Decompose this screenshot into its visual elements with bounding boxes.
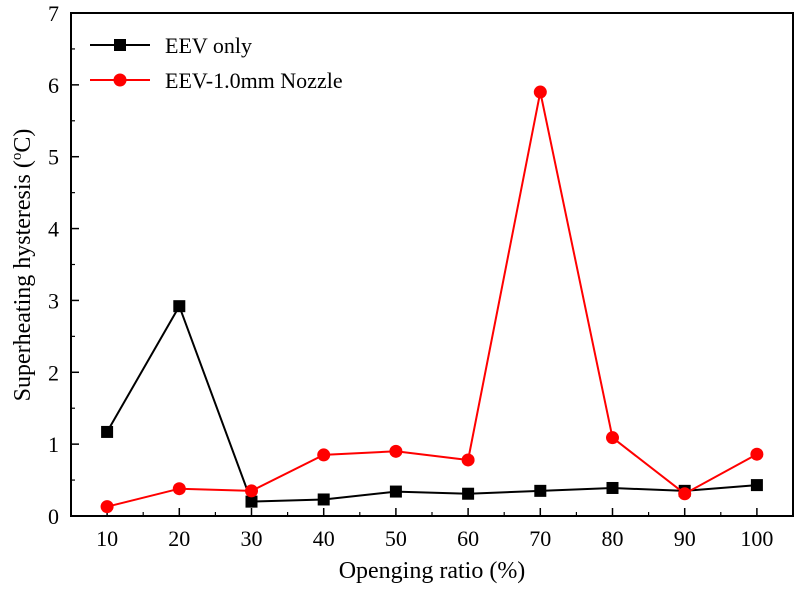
x-axis: 10 20 30 40 50 60 70 80 90 100 bbox=[70, 508, 794, 551]
x-tick-label: 70 bbox=[529, 526, 551, 551]
series-line bbox=[106, 303, 757, 503]
x-axis-title: Openging ratio (%) bbox=[339, 558, 526, 584]
data-point-circle bbox=[172, 482, 186, 496]
data-point-square bbox=[173, 300, 186, 313]
data-point-circle bbox=[678, 487, 692, 501]
y-tick-label: 1 bbox=[48, 432, 59, 457]
legend-label-eev-only: EEV only bbox=[165, 33, 252, 58]
x-tick-label: 40 bbox=[313, 526, 335, 551]
data-point-square bbox=[101, 425, 114, 438]
y-tick-label: 6 bbox=[48, 73, 59, 98]
legend-marker-eev-nozzle bbox=[113, 73, 127, 87]
data-point-square bbox=[245, 495, 258, 508]
x-tick-label: 30 bbox=[241, 526, 263, 551]
data-point-circle bbox=[533, 85, 547, 99]
data-point-square bbox=[534, 484, 547, 497]
y-tick-label: 4 bbox=[48, 217, 59, 242]
y-axis-title-unit: C) bbox=[10, 129, 36, 153]
data-point-circle bbox=[606, 431, 619, 445]
y-tick-label: 2 bbox=[48, 360, 59, 385]
y-axis: 0 1 2 3 4 5 6 7 bbox=[48, 1, 79, 529]
data-point-circle bbox=[317, 448, 331, 462]
y-tick-label: 5 bbox=[48, 145, 59, 170]
data-point-circle bbox=[461, 453, 475, 467]
data-point-square bbox=[389, 485, 402, 498]
data-point-square bbox=[462, 487, 475, 500]
x-tick-label: 90 bbox=[674, 526, 696, 551]
data-point-square bbox=[317, 493, 330, 506]
series-eev-only bbox=[101, 300, 763, 508]
data-point-circle bbox=[389, 444, 403, 458]
legend: EEV only EEV-1.0mm Nozzle bbox=[90, 33, 343, 93]
data-point-square bbox=[750, 479, 763, 492]
y-axis-title: Superheating hysteresis (oC) bbox=[9, 129, 36, 402]
y-axis-title-main: Superheating hysteresis ( bbox=[10, 160, 36, 401]
y-tick-label: 0 bbox=[48, 504, 59, 529]
data-point-circle bbox=[100, 500, 114, 514]
x-tick-label: 20 bbox=[168, 526, 190, 551]
series-line bbox=[106, 91, 758, 508]
y-axis-title-degree: o bbox=[9, 153, 25, 161]
y-tick-label: 3 bbox=[48, 288, 59, 313]
x-tick-label: 80 bbox=[602, 526, 624, 551]
series-eev-nozzle bbox=[100, 85, 764, 514]
y-tick-label: 7 bbox=[48, 1, 59, 26]
x-tick-label: 100 bbox=[740, 526, 773, 551]
data-point-square bbox=[606, 481, 619, 494]
data-point-circle bbox=[245, 484, 258, 498]
legend-marker-eev-only bbox=[114, 39, 126, 51]
data-point-circle bbox=[750, 447, 764, 461]
x-tick-label: 60 bbox=[457, 526, 479, 551]
legend-label-eev-nozzle: EEV-1.0mm Nozzle bbox=[165, 68, 343, 93]
x-tick-label: 50 bbox=[385, 526, 407, 551]
series-layer bbox=[100, 85, 764, 514]
x-tick-label: 10 bbox=[96, 526, 118, 551]
